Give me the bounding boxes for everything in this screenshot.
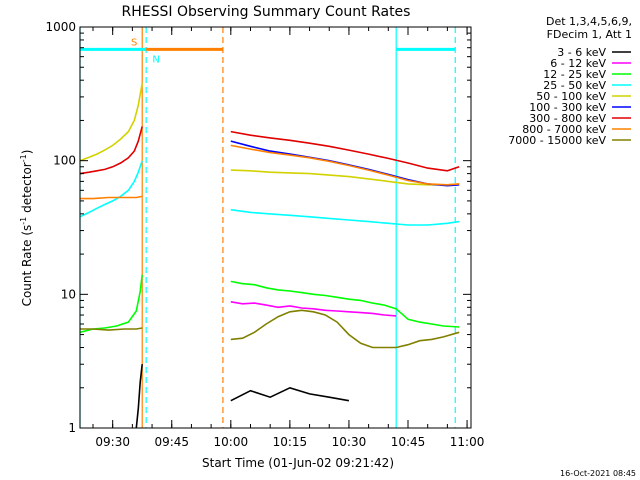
y-tick-label: 100 — [53, 154, 76, 168]
series-50-100-kev — [79, 83, 460, 186]
series-line — [80, 195, 143, 200]
series-line — [230, 144, 460, 186]
legend-header-line-1: Det 1,3,4,5,6,9, — [546, 15, 632, 28]
series-line — [230, 130, 460, 172]
legend-entry-label: 50 - 100 keV — [536, 90, 606, 103]
series-line — [79, 274, 143, 334]
series-6-12-kev — [230, 301, 397, 317]
legend-entry-label: 12 - 25 keV — [543, 68, 606, 81]
x-tick-label: 10:30 — [332, 435, 367, 449]
series-3-6-kev — [135, 364, 350, 429]
series-line — [135, 364, 143, 429]
series-line — [79, 126, 143, 175]
plot-frame — [79, 26, 472, 429]
series-line — [230, 301, 397, 317]
legend-entry-label: 800 - 7000 keV — [522, 123, 606, 136]
legend-entry-label: 25 - 50 keV — [543, 79, 606, 92]
legend: Det 1,3,4,5,6,9, FDecim 1, Att 1 3 - 6 k… — [508, 15, 632, 147]
series-line — [230, 280, 460, 328]
x-tick-label: 09:45 — [154, 435, 189, 449]
legend-header-line-2: FDecim 1, Att 1 — [547, 28, 632, 41]
series-12-25-kev — [79, 274, 460, 334]
footer-timestamp: 16-Oct-2021 08:45 — [560, 469, 636, 478]
series-line — [230, 140, 460, 187]
legend-entry-label: 100 - 300 keV — [529, 101, 606, 114]
series-7000-15000-kev — [80, 309, 460, 349]
y-tick-label: 10 — [61, 287, 76, 301]
series-line — [230, 309, 460, 349]
legend-entry-label: 7000 - 15000 keV — [508, 134, 606, 147]
y-axis-label: Count Rate (s-1 detector-1) — [19, 150, 34, 307]
x-tick-label: 11:00 — [450, 435, 485, 449]
x-tick-label: 10:15 — [273, 435, 308, 449]
series-line — [79, 160, 143, 218]
series-line — [230, 208, 460, 226]
series-300-800-kev — [79, 126, 460, 175]
flag-label: N — [152, 54, 159, 65]
x-tick-label: 10:00 — [214, 435, 249, 449]
series-100-300-kev — [230, 140, 460, 187]
series-line — [230, 169, 460, 186]
series-line — [230, 386, 350, 402]
x-tick-label: 10:45 — [391, 435, 426, 449]
series-25-50-kev — [79, 160, 460, 226]
series-line — [79, 83, 143, 162]
legend-entry-label: 300 - 800 keV — [529, 112, 606, 125]
x-axis-label: Start Time (01-Jun-02 09:21:42) — [202, 456, 394, 470]
series-800-7000-kev — [80, 144, 460, 200]
legend-entry-label: 6 - 12 keV — [550, 57, 606, 70]
legend-entry-label: 3 - 6 keV — [557, 46, 606, 59]
flag-label: S — [131, 37, 137, 48]
chart-title: RHESSI Observing Summary Count Rates — [122, 4, 411, 20]
x-tick-label: 09:30 — [95, 435, 130, 449]
y-tick-label: 1000 — [45, 20, 76, 34]
series-line — [80, 327, 143, 331]
y-tick-label: 1 — [68, 421, 76, 435]
